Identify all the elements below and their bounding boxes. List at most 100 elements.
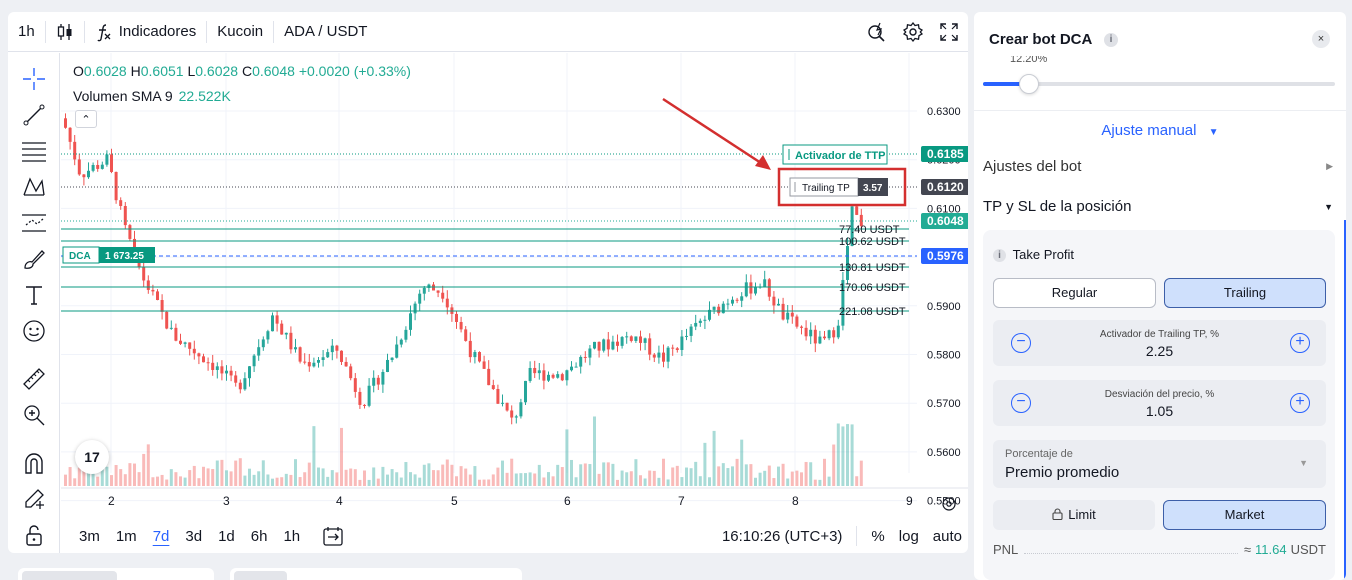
lock-tool[interactable]	[20, 521, 48, 549]
auto-toggle[interactable]: auto	[932, 527, 962, 545]
brush-tool[interactable]	[20, 245, 48, 273]
candle-body	[340, 350, 343, 362]
tradingview-logo[interactable]: 17	[75, 440, 109, 474]
date-range-icon[interactable]	[322, 525, 344, 547]
volume-bar	[482, 479, 486, 486]
decrement-button[interactable]: −	[1011, 333, 1031, 353]
volume-bar	[73, 478, 77, 486]
trailing-tp-value-box	[858, 178, 888, 196]
range-button[interactable]: 3m	[79, 527, 100, 545]
candle-body	[602, 339, 606, 351]
zoom-tool[interactable]	[20, 401, 48, 429]
volume-bar	[767, 465, 771, 486]
volume-bar	[551, 476, 555, 486]
magnet-tool[interactable]	[20, 449, 48, 477]
volume-bar	[735, 458, 739, 486]
range-button[interactable]: 3d	[185, 527, 203, 545]
increment-button[interactable]: +	[1290, 333, 1310, 353]
info-icon[interactable]: i	[993, 249, 1006, 263]
range-button[interactable]: 1m	[115, 527, 137, 545]
candle-body	[413, 303, 417, 314]
range-button[interactable]: 1h	[283, 527, 301, 545]
increment-button[interactable]: +	[1290, 393, 1310, 413]
percent-toggle[interactable]: %	[871, 527, 885, 545]
fullscreen-icon[interactable]	[938, 21, 960, 43]
collapse-legend-button[interactable]: ⌃	[75, 110, 97, 128]
candle-body	[307, 362, 311, 367]
volume-bar	[156, 476, 159, 486]
quick-search-icon[interactable]	[866, 21, 888, 43]
candle-body	[616, 341, 619, 346]
trailing-button[interactable]: Trailing	[1164, 278, 1326, 308]
info-icon[interactable]: i	[1103, 33, 1118, 48]
candle-body	[639, 336, 642, 343]
candle-body	[519, 402, 523, 417]
text-icon	[26, 286, 42, 305]
candle-body	[73, 141, 77, 160]
decrement-button[interactable]: −	[1011, 393, 1031, 413]
percentage-slider[interactable]	[983, 74, 1335, 94]
interval-button[interactable]: 1h	[8, 12, 45, 52]
chart-plot-area[interactable]: 0.63000.62000.61000.60000.59000.58000.57…	[61, 53, 968, 513]
tp-sl-section[interactable]: TP y SL de la posición ▼	[983, 198, 1333, 215]
ttp-activator-value[interactable]: 2.25	[1145, 343, 1174, 359]
price-tick-label: 0.6100	[927, 203, 961, 215]
candle-body	[404, 329, 408, 340]
indicators-button[interactable]: Indicadores	[85, 12, 207, 52]
candle-body	[142, 266, 146, 281]
candle-body	[850, 206, 854, 247]
volume-bar	[717, 466, 721, 486]
fib-tool[interactable]	[20, 137, 48, 165]
ttp-activator-label: Activador de TTP	[795, 150, 885, 162]
range-button[interactable]: 7d	[152, 527, 170, 545]
chart-type-button[interactable]	[46, 12, 84, 52]
candle-body	[289, 332, 293, 350]
slider-thumb[interactable]	[1018, 74, 1039, 94]
market-button[interactable]: Market	[1163, 500, 1326, 530]
manual-settings-toggle[interactable]: Ajuste manual ▼	[974, 122, 1346, 139]
bottom-tab[interactable]	[18, 568, 214, 580]
candle-body	[597, 341, 601, 351]
regular-button[interactable]: Regular	[993, 278, 1156, 308]
candle-body	[215, 366, 219, 370]
log-toggle[interactable]: log	[898, 527, 919, 545]
volume-bar	[749, 464, 753, 486]
text-tool[interactable]	[20, 281, 48, 309]
deviation-value[interactable]: 1.05	[1145, 403, 1174, 419]
candle-body	[749, 282, 753, 294]
pair-selector[interactable]: ADA / USDT	[274, 12, 377, 52]
gear-icon[interactable]	[902, 21, 924, 43]
volume-bar	[174, 472, 178, 486]
bottom-tab[interactable]	[230, 568, 522, 580]
candle-body	[100, 164, 104, 169]
range-divider	[856, 526, 858, 546]
candle-body	[91, 164, 95, 171]
crosshair-tool[interactable]	[20, 65, 48, 93]
limit-button[interactable]: Limit	[993, 500, 1155, 530]
volume-bar	[790, 471, 794, 486]
exchange-selector[interactable]: Kucoin	[207, 12, 273, 52]
percentage-of-select[interactable]: Porcentaje de Premio promedio ▼	[993, 440, 1326, 488]
forecast-tool[interactable]	[20, 209, 48, 237]
candle-body	[510, 410, 514, 418]
panel-scrollbar[interactable]	[1344, 220, 1346, 580]
candle-body	[740, 296, 744, 301]
bot-settings-section[interactable]: Ajustes del bot ▶	[983, 158, 1333, 175]
volume-bar	[238, 458, 242, 486]
price-tag-label: 0.5976	[927, 249, 964, 263]
ruler-tool[interactable]	[20, 365, 48, 393]
trendline-tool[interactable]	[20, 101, 48, 129]
close-button[interactable]: ×	[1312, 30, 1330, 48]
volume-bar	[151, 477, 155, 486]
price-chart[interactable]: 0.63000.62000.61000.60000.59000.58000.57…	[61, 53, 968, 513]
volume-bar	[280, 477, 284, 486]
range-button[interactable]: 6h	[250, 527, 268, 545]
emoji-tool[interactable]	[20, 317, 48, 345]
candle-body	[459, 321, 463, 330]
candle-body	[399, 339, 403, 345]
volume-bar	[376, 478, 380, 486]
draw-mode-tool[interactable]	[20, 485, 48, 513]
volume-bar	[675, 465, 679, 486]
pattern-tool[interactable]	[20, 173, 48, 201]
range-button[interactable]: 1d	[218, 527, 235, 545]
